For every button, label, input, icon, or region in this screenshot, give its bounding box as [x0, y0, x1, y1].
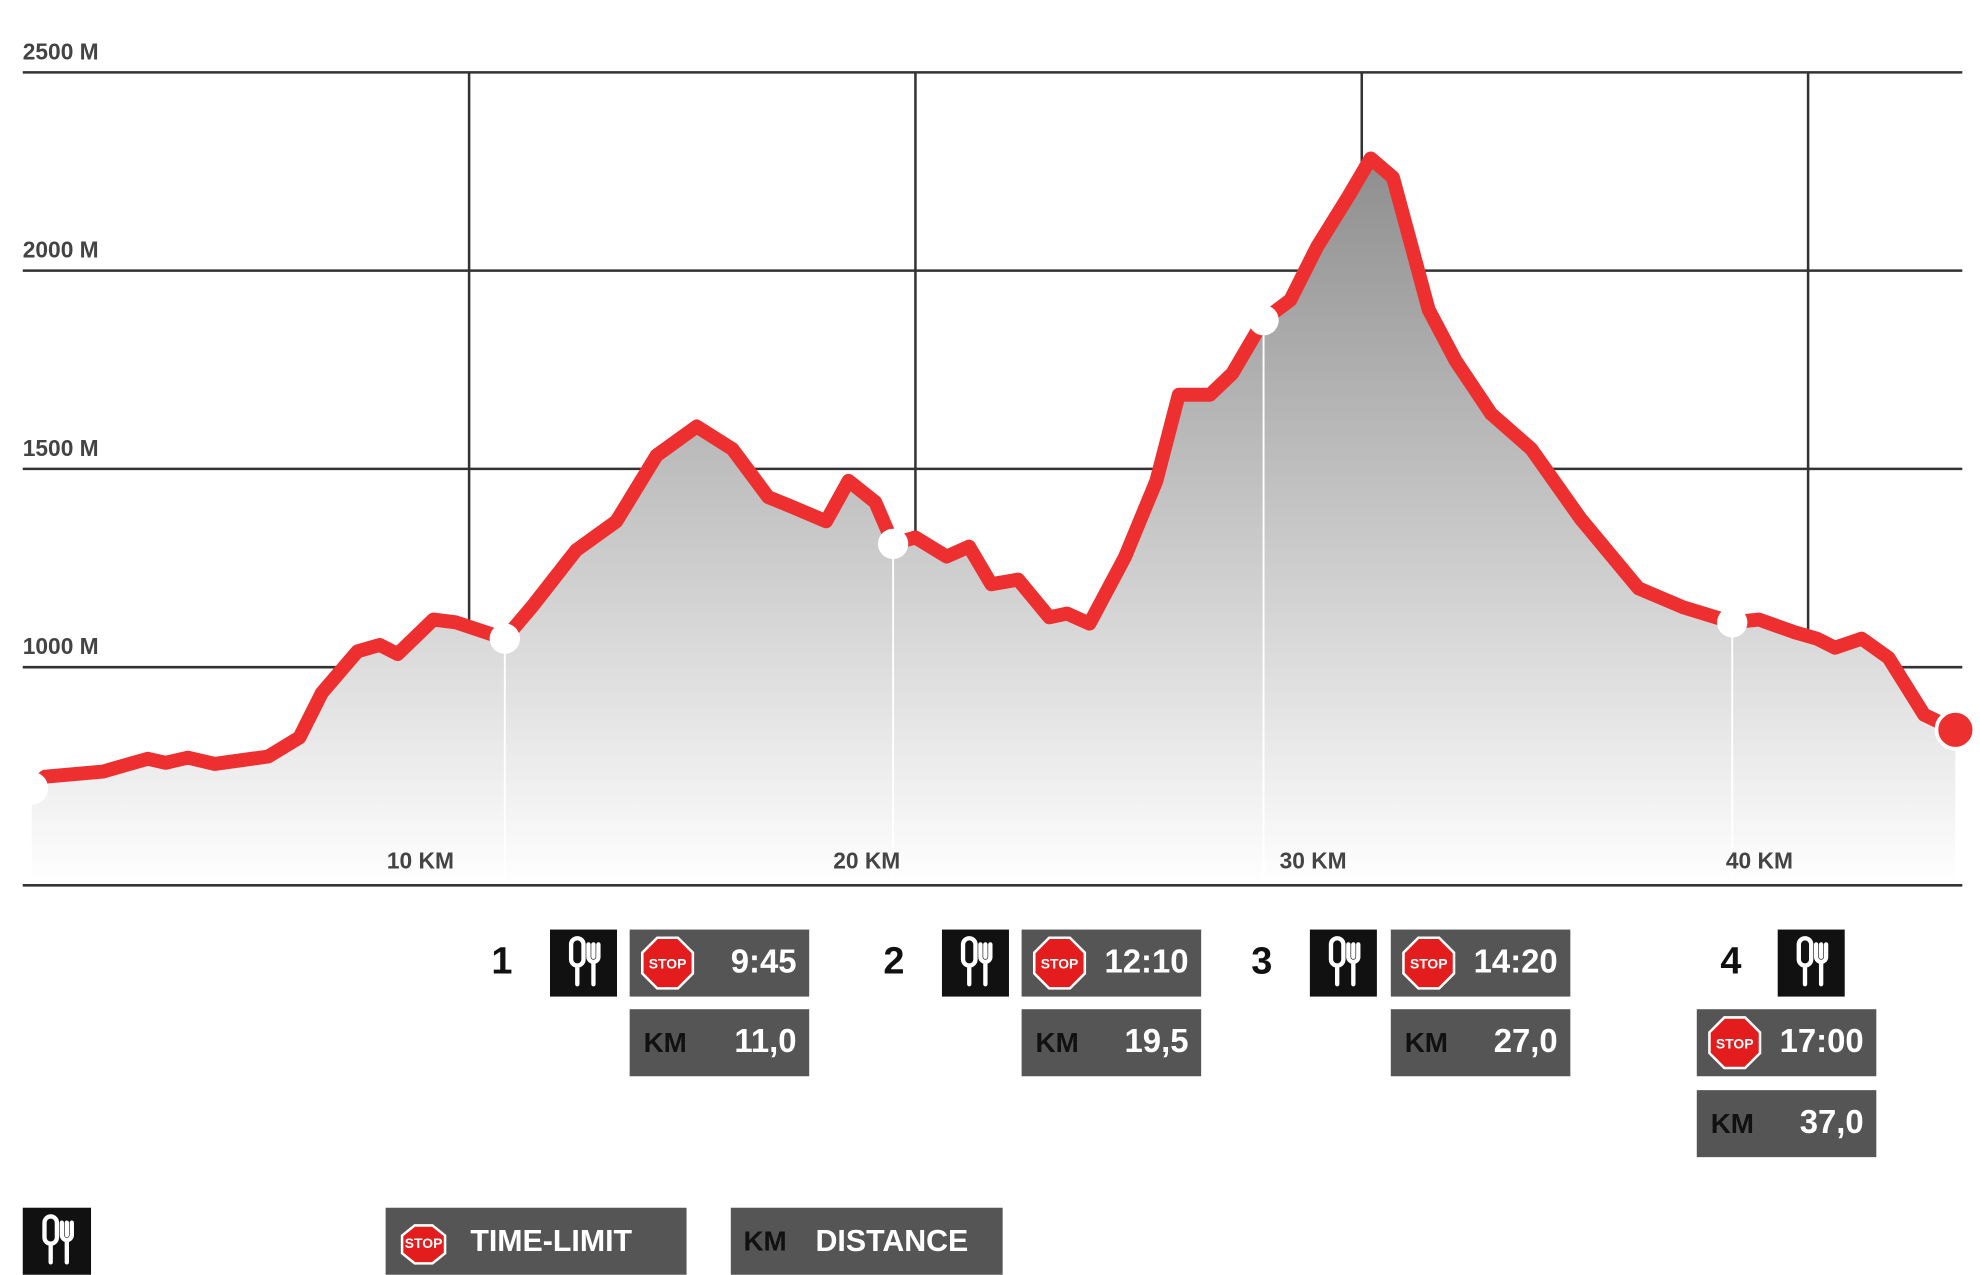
legend-distance-box: [730, 1207, 1003, 1275]
finish-marker: [1934, 708, 1977, 751]
y-tick-label: 1500 M: [23, 435, 99, 461]
distance-unit: KM: [1036, 1027, 1079, 1058]
legend-time-limit: TIME-LIMIT: [470, 1225, 632, 1258]
station-number: 1: [491, 941, 512, 983]
stop-icon: [1032, 936, 1087, 990]
station-marker: [1717, 607, 1748, 638]
station-marker: [489, 623, 520, 654]
legend-km: KM: [743, 1225, 786, 1256]
stop-icon: [1402, 936, 1456, 990]
legend: STOP TIME-LIMIT KM DISTANCE: [22, 1207, 1003, 1275]
y-tick-label: 2000 M: [23, 237, 99, 263]
distance: 11,0: [734, 1022, 796, 1059]
station-number: 2: [883, 941, 904, 983]
time-limit: 9:45: [731, 942, 797, 979]
station-marker: [877, 528, 909, 560]
distance-box: [1390, 1009, 1571, 1077]
y-tick-label: 1000 M: [23, 633, 99, 659]
distance-unit: KM: [1405, 1027, 1448, 1058]
axis-labels: 1000 M 1500 M 2000 M 2500 M 10 KM 20 KM 30 KM 4…: [23, 38, 1793, 873]
stop-icon-text: STOP: [1041, 956, 1079, 972]
station-number: 4: [1720, 941, 1741, 983]
time-limit: 14:20: [1474, 942, 1558, 979]
legend-distance: DISTANCE: [816, 1225, 969, 1258]
stop-icon: [641, 936, 695, 990]
distance-box: [1696, 1090, 1877, 1158]
stop-icon-text: STOP: [1410, 956, 1448, 972]
stop-icon: [1708, 1016, 1762, 1070]
distance: 27,0: [1494, 1022, 1558, 1059]
stop-icon-text: STOP: [1716, 1035, 1754, 1051]
elevation-line: [24, 151, 1963, 796]
distance-unit: KM: [1711, 1108, 1754, 1139]
time-limit: 17:00: [1780, 1022, 1864, 1059]
x-tick-label: 10 KM: [387, 848, 454, 874]
stations: 1 STOP 9:45 KM 11,0 2 STOP 12:10 KM 19,5 3 STOP 14:2…: [491, 929, 1877, 1158]
time-limit: 12:10: [1104, 942, 1188, 979]
distance: 19,5: [1125, 1022, 1189, 1059]
distance: 37,0: [1800, 1103, 1864, 1140]
x-tick-label: 20 KM: [833, 848, 900, 874]
stop-icon-text: STOP: [649, 956, 687, 972]
stop-icon-text: STOP: [405, 1235, 443, 1251]
distance-unit: KM: [644, 1027, 687, 1058]
x-tick-label: 30 KM: [1280, 848, 1347, 874]
y-tick-label: 2500 M: [23, 38, 99, 64]
x-tick-label: 40 KM: [1726, 848, 1793, 874]
distance-box: [629, 1009, 810, 1077]
station-number: 3: [1251, 941, 1272, 983]
stop-icon: [400, 1224, 447, 1265]
start-marker: [15, 771, 49, 805]
station-marker: [1248, 305, 1279, 336]
distance-box: [1021, 1009, 1202, 1077]
plot: [15, 151, 1977, 901]
area: [31, 158, 1956, 886]
